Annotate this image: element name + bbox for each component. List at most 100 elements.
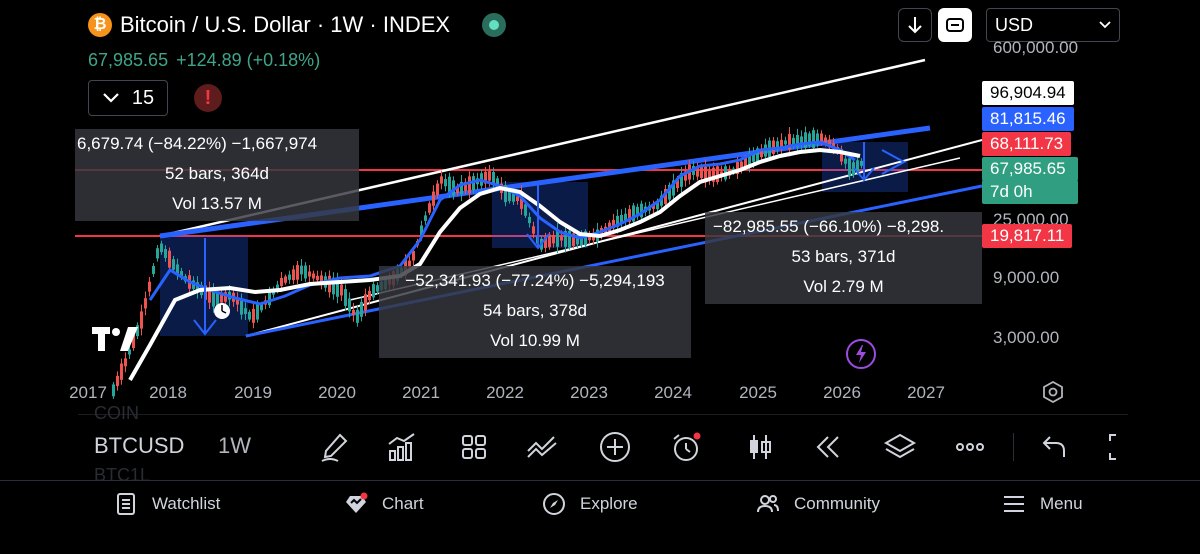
symbol-title[interactable]: Bitcoin / U.S. Dollar · 1W · INDEX bbox=[120, 12, 451, 37]
more-dots-icon bbox=[956, 443, 984, 451]
market-status-icon[interactable] bbox=[482, 13, 506, 37]
drawdown-arrows bbox=[193, 142, 907, 336]
drawing-toolbar: COIN BTCUSD BTC1L 1W bbox=[78, 403, 1128, 485]
fullscreen-toggle-button[interactable] bbox=[1102, 429, 1128, 465]
settings-icon[interactable] bbox=[1042, 381, 1064, 403]
last-price: 67,985.65 bbox=[88, 50, 169, 70]
hamburger-icon bbox=[1004, 496, 1024, 512]
download-button[interactable] bbox=[898, 8, 932, 42]
nav-explore[interactable]: Explore bbox=[542, 491, 638, 517]
candle-body bbox=[336, 279, 339, 297]
nav-chart[interactable]: Chart bbox=[344, 491, 424, 517]
candle-body bbox=[116, 375, 119, 387]
year-2020: 2020 bbox=[318, 383, 356, 402]
chevron-down-icon bbox=[103, 93, 119, 103]
candle-body bbox=[252, 308, 255, 323]
candle-body bbox=[484, 171, 487, 184]
fullscreen-icon bbox=[946, 18, 964, 32]
indicators-collapse-button[interactable]: 15 bbox=[88, 80, 168, 116]
chart-type-button[interactable] bbox=[742, 429, 778, 465]
compare-lines-icon bbox=[527, 436, 557, 458]
chart-area[interactable]: ₿ Bitcoin / U.S. Dollar · 1W · INDEX 67,… bbox=[0, 0, 1200, 480]
lightning-icon[interactable] bbox=[846, 339, 876, 369]
compare-button[interactable] bbox=[524, 429, 560, 465]
candle-body bbox=[156, 248, 159, 259]
ghost-symbol-top: COIN bbox=[94, 403, 139, 423]
layouts-button[interactable] bbox=[456, 429, 492, 465]
add-symbol-button[interactable] bbox=[597, 429, 633, 465]
candle-body bbox=[292, 269, 295, 281]
chart-nav-icon bbox=[346, 492, 368, 513]
more-button[interactable] bbox=[952, 429, 988, 465]
measure-box-2022[interactable]: −52,341.93 (−77.24%) −5,294,193 54 bars,… bbox=[379, 266, 691, 358]
candle-body bbox=[816, 133, 819, 144]
candle-body bbox=[460, 181, 463, 195]
candle-body bbox=[140, 311, 143, 329]
candle-body bbox=[356, 309, 359, 323]
candle-body bbox=[736, 162, 739, 174]
price-label-blue: 81,815.46 bbox=[982, 107, 1074, 131]
candle-body bbox=[300, 265, 303, 275]
measure-box-2018[interactable]: 6,679.74 (−84.22%) −1,667,974 52 bars, 3… bbox=[75, 129, 359, 221]
year-2023: 2023 bbox=[570, 383, 608, 402]
candle-body bbox=[840, 149, 843, 162]
candle-body bbox=[848, 158, 851, 176]
candle-body bbox=[340, 284, 343, 296]
nav-community[interactable]: Community bbox=[756, 491, 880, 517]
undo-button[interactable] bbox=[1036, 429, 1072, 465]
candle-body bbox=[808, 133, 811, 146]
nav-chart-label: Chart bbox=[382, 494, 424, 513]
candle-body bbox=[532, 226, 535, 234]
candle-body bbox=[828, 139, 831, 148]
candle-body bbox=[128, 349, 131, 355]
candle-body bbox=[240, 298, 243, 315]
candle-body bbox=[360, 301, 363, 317]
candle-body bbox=[112, 384, 115, 397]
plus-circle-icon bbox=[600, 432, 630, 462]
price-label-last: 67,985.65 bbox=[982, 157, 1078, 181]
candle-body bbox=[584, 231, 587, 246]
candle-body bbox=[208, 287, 211, 303]
candle-body bbox=[820, 133, 823, 143]
alert-button[interactable] bbox=[668, 429, 704, 465]
toolbar-divider bbox=[1013, 433, 1014, 461]
measure-volume: Vol 13.57 M bbox=[172, 194, 262, 213]
candle-body bbox=[496, 178, 499, 188]
axis-price-9k: 9,000.00 bbox=[993, 268, 1060, 287]
candle-body bbox=[576, 235, 579, 245]
moving-average-white bbox=[128, 147, 861, 381]
currency-select[interactable]: USD bbox=[986, 8, 1120, 42]
candle-body bbox=[792, 137, 795, 145]
measure-change: 6,679.74 (−84.22%) −1,667,974 bbox=[77, 134, 318, 153]
candle-body bbox=[172, 259, 175, 270]
symbol-selector[interactable]: BTCUSD bbox=[94, 433, 185, 458]
replay-button[interactable] bbox=[810, 429, 846, 465]
candle-body bbox=[124, 358, 127, 367]
expand-icon bbox=[1109, 434, 1116, 460]
bitcoin-logo-icon: ₿ bbox=[88, 13, 112, 37]
year-2026: 2026 bbox=[823, 383, 861, 402]
candle-body bbox=[412, 250, 415, 261]
object-tree-button[interactable] bbox=[882, 429, 918, 465]
candle-body bbox=[504, 185, 507, 203]
nav-watchlist[interactable]: Watchlist bbox=[114, 491, 220, 517]
brush-tool-button[interactable] bbox=[316, 429, 352, 465]
measure-box-2026[interactable]: −82,985.55 (−66.10%) −8,298. 53 bars, 37… bbox=[705, 212, 982, 304]
candle-body bbox=[560, 236, 563, 241]
candle-body bbox=[344, 289, 347, 306]
fullscreen-button[interactable] bbox=[938, 8, 972, 42]
indicators-button[interactable] bbox=[384, 429, 420, 465]
year-2022: 2022 bbox=[486, 383, 524, 402]
year-2024: 2024 bbox=[654, 383, 692, 402]
currency-value: USD bbox=[995, 14, 1034, 35]
interval-selector[interactable]: 1W bbox=[218, 433, 251, 458]
candle-body bbox=[640, 203, 643, 218]
candle-body bbox=[780, 139, 783, 149]
warning-icon[interactable]: ! bbox=[194, 84, 222, 112]
price-label-red-upper: 68,111.73 bbox=[982, 132, 1072, 156]
candle-body bbox=[800, 136, 803, 145]
candle-body bbox=[268, 289, 271, 306]
nav-menu[interactable]: Menu bbox=[1002, 491, 1083, 517]
brush-icon bbox=[321, 433, 348, 462]
candle-body bbox=[756, 148, 759, 163]
